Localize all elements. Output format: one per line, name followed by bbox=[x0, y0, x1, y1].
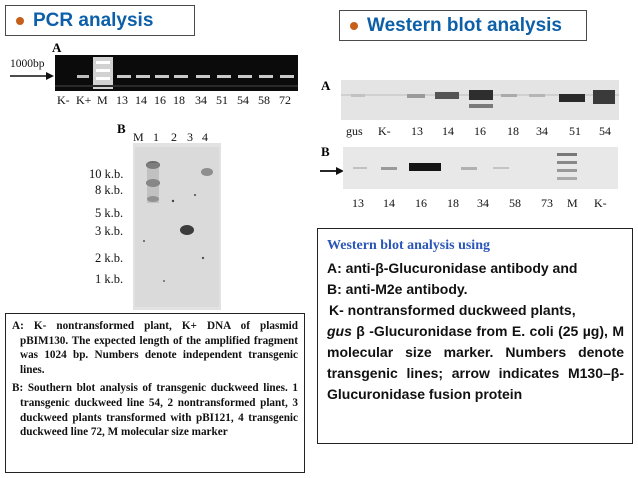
pcr-panel-b-letter: B bbox=[117, 121, 126, 136]
lane-label: 58 bbox=[258, 93, 270, 107]
lane-label: 18 bbox=[173, 93, 185, 107]
lane-label: 2 bbox=[171, 130, 177, 144]
size-label: 1 k.b. bbox=[95, 272, 124, 286]
lane-label: M bbox=[97, 93, 108, 107]
size-label: 2 k.b. bbox=[95, 251, 124, 265]
lane-label: 1 bbox=[153, 130, 159, 144]
lane-label: 13 bbox=[411, 124, 423, 138]
western-caption-line-k: K- nontransformed duckweed plants, bbox=[329, 302, 576, 318]
pcr-caption-b: B: Southern blot analysis of transgenic … bbox=[12, 382, 298, 439]
western-caption-line-b: B: anti-M2e antibody. bbox=[327, 281, 468, 297]
pcr-title: PCR analysis bbox=[33, 9, 154, 31]
pcr-panel-a-letter: A bbox=[52, 40, 62, 55]
pcr-caption-a: A: K- nontransformed plant, K+ DNA of pl… bbox=[12, 320, 298, 376]
lane-label: 18 bbox=[447, 196, 459, 210]
lane-label: M bbox=[567, 196, 578, 210]
size-label: 10 k.b. bbox=[89, 167, 124, 181]
pcr-marker-label: 1000bp bbox=[10, 58, 45, 70]
bullet-icon bbox=[16, 16, 24, 25]
lane-label: 13 bbox=[116, 93, 128, 107]
lane-label: K+ bbox=[76, 93, 92, 107]
western-blot-a-image bbox=[341, 80, 619, 120]
pcr-title-box: PCR analysis bbox=[5, 5, 195, 36]
western-panel-a-letter: A bbox=[321, 78, 331, 93]
lane-label: 16 bbox=[154, 93, 166, 107]
western-title-box: Western blot analysis bbox=[339, 10, 587, 41]
pcr-gel-image bbox=[55, 55, 298, 91]
gus-text: gus bbox=[327, 323, 352, 339]
lane-label: 14 bbox=[135, 93, 147, 107]
lane-label: K- bbox=[378, 124, 391, 138]
western-caption-heading: Western blot analysis using bbox=[327, 238, 490, 253]
size-label: 3 k.b. bbox=[95, 224, 124, 238]
lane-label: K- bbox=[594, 196, 607, 210]
lane-label: 16 bbox=[415, 196, 427, 210]
lane-label: M bbox=[133, 130, 144, 144]
western-title: Western blot analysis bbox=[367, 14, 562, 36]
lane-label: 18 bbox=[507, 124, 519, 138]
lane-label: 73 bbox=[541, 196, 553, 210]
western-caption-line-a: A: anti-β-Glucuronidase antibody and bbox=[327, 260, 578, 276]
lane-label: 51 bbox=[216, 93, 228, 107]
western-blot-b-image bbox=[343, 147, 618, 189]
western-panel-b-letter: B bbox=[321, 144, 330, 159]
western-caption-rest: β -Glucuronidase from E. coli (25 µg), M… bbox=[327, 323, 624, 402]
lane-label: 54 bbox=[237, 93, 249, 107]
lane-label: gus bbox=[346, 124, 363, 138]
lane-label: 16 bbox=[474, 124, 486, 138]
lane-label: 34 bbox=[477, 196, 489, 210]
lane-label: 3 bbox=[187, 130, 193, 144]
lane-label: 34 bbox=[195, 93, 207, 107]
size-label: 5 k.b. bbox=[95, 206, 124, 220]
pcr-caption-box: A: K- nontransformed plant, K+ DNA of pl… bbox=[5, 313, 305, 473]
bullet-icon bbox=[350, 21, 358, 30]
western-caption-box: Western blot analysis using A: anti-β-Gl… bbox=[317, 228, 633, 444]
size-label: 8 k.b. bbox=[95, 183, 124, 197]
lane-label: 13 bbox=[352, 196, 364, 210]
arrow-right-icon bbox=[320, 167, 344, 175]
western-caption-body: gus β -Glucuronidase from E. coli (25 µg… bbox=[327, 321, 624, 405]
lane-label: 58 bbox=[509, 196, 521, 210]
lane-label: 14 bbox=[442, 124, 454, 138]
lane-label: K- bbox=[57, 93, 70, 107]
lane-label: 54 bbox=[599, 124, 611, 138]
southern-blot-image bbox=[133, 143, 221, 310]
lane-label: 14 bbox=[383, 196, 395, 210]
lane-label: 4 bbox=[202, 130, 208, 144]
lane-label: 34 bbox=[536, 124, 548, 138]
lane-label: 72 bbox=[279, 93, 291, 107]
lane-label: 51 bbox=[569, 124, 581, 138]
arrow-right-icon bbox=[10, 72, 54, 80]
